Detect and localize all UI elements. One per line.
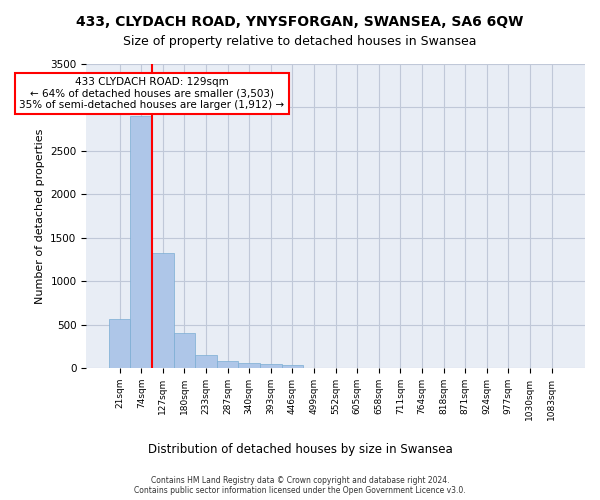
Bar <box>152 254 173 368</box>
Bar <box>109 320 130 368</box>
Bar <box>173 334 195 368</box>
Bar <box>238 364 260 368</box>
Bar <box>260 364 281 368</box>
Bar <box>130 116 152 368</box>
Bar <box>195 354 217 368</box>
Bar <box>281 364 303 368</box>
Text: 433, CLYDACH ROAD, YNYSFORGAN, SWANSEA, SA6 6QW: 433, CLYDACH ROAD, YNYSFORGAN, SWANSEA, … <box>76 15 524 29</box>
Text: Size of property relative to detached houses in Swansea: Size of property relative to detached ho… <box>123 35 477 48</box>
Text: Contains HM Land Registry data © Crown copyright and database right 2024.
Contai: Contains HM Land Registry data © Crown c… <box>134 476 466 495</box>
Y-axis label: Number of detached properties: Number of detached properties <box>35 128 44 304</box>
Text: 433 CLYDACH ROAD: 129sqm
← 64% of detached houses are smaller (3,503)
35% of sem: 433 CLYDACH ROAD: 129sqm ← 64% of detach… <box>19 77 284 110</box>
Bar <box>217 361 238 368</box>
Text: Distribution of detached houses by size in Swansea: Distribution of detached houses by size … <box>148 442 452 456</box>
